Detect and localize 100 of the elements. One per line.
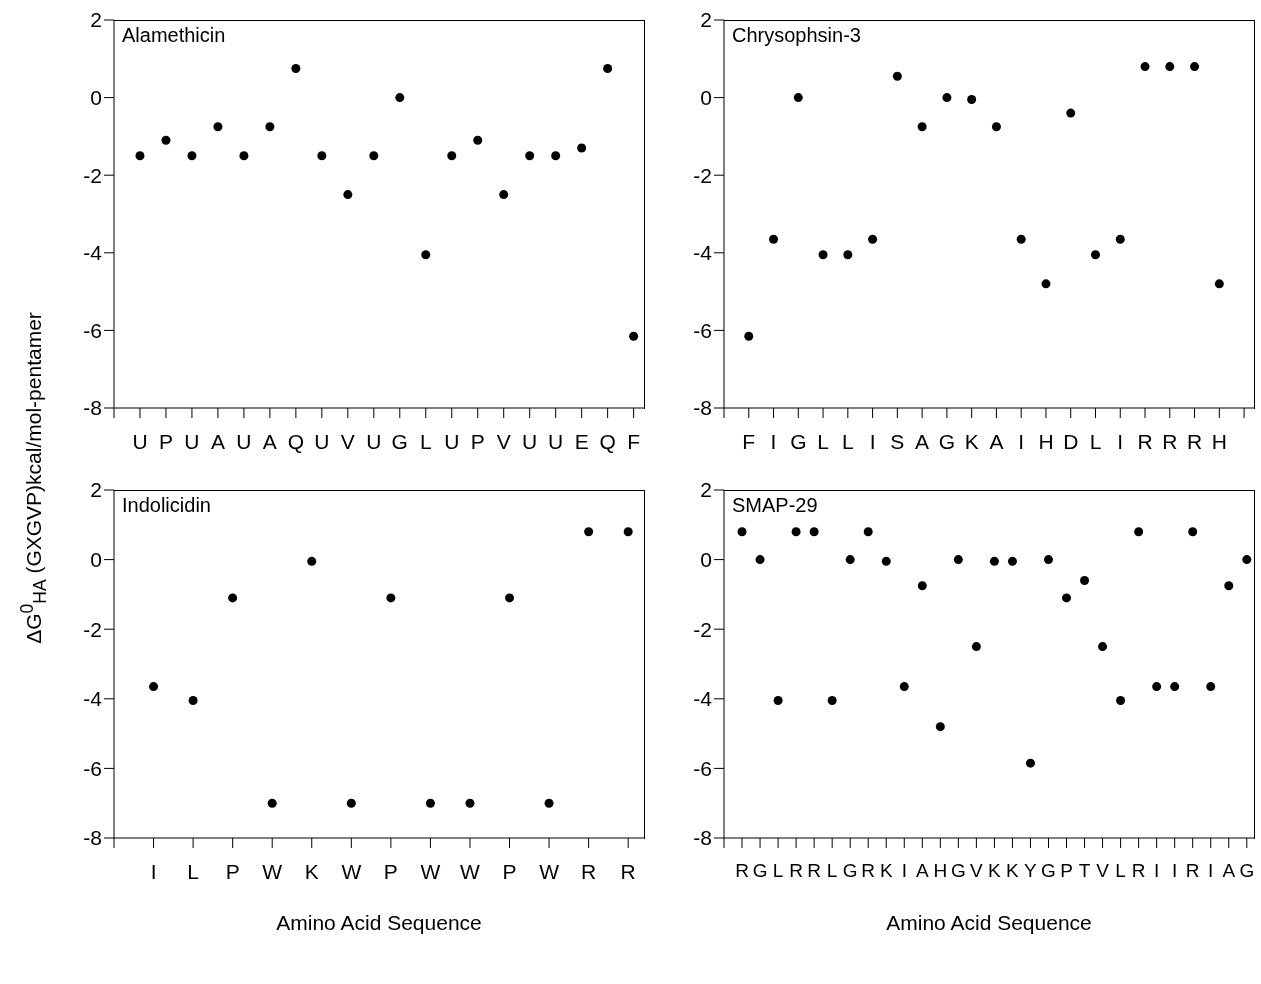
x-tick-label: G bbox=[752, 860, 768, 882]
x-tick-label: Q bbox=[599, 429, 616, 453]
point bbox=[239, 151, 249, 161]
point bbox=[369, 151, 379, 161]
x-tick-label: V bbox=[970, 860, 984, 882]
x-tick-label: I bbox=[1154, 860, 1160, 882]
point bbox=[868, 234, 878, 244]
y-tick-label: -2 bbox=[83, 617, 102, 641]
x-tick-label: E bbox=[574, 429, 589, 453]
x-tick-label: I bbox=[901, 860, 907, 882]
x-tick-label: R bbox=[1131, 860, 1146, 882]
point bbox=[1025, 758, 1035, 768]
point bbox=[603, 64, 613, 73]
point bbox=[1140, 62, 1150, 72]
x-tick-label: I bbox=[1018, 429, 1025, 453]
x-tick-label: I bbox=[1117, 429, 1124, 453]
point bbox=[317, 151, 327, 161]
x-tick-label: R bbox=[1186, 429, 1203, 453]
x-tick-label: A bbox=[262, 429, 277, 453]
point bbox=[991, 122, 1001, 132]
x-tick-label: R bbox=[620, 859, 636, 883]
point bbox=[135, 151, 145, 161]
point bbox=[1116, 696, 1126, 706]
x-tick-label: W bbox=[262, 859, 283, 883]
point bbox=[1016, 234, 1026, 244]
point bbox=[623, 527, 633, 537]
x-tick-label: G bbox=[842, 860, 858, 882]
x-tick-label: W bbox=[539, 859, 560, 883]
x-tick-label: W bbox=[420, 859, 441, 883]
y-tick-label: -8 bbox=[693, 826, 712, 850]
x-tick-label: R bbox=[789, 860, 803, 882]
point bbox=[1066, 108, 1076, 118]
y-tick-label: -8 bbox=[83, 396, 102, 420]
x-tick-label: G bbox=[950, 860, 966, 882]
y-tick-label: 2 bbox=[90, 8, 102, 32]
x-tick-label: R bbox=[1137, 429, 1153, 453]
y-tick-label: -2 bbox=[693, 163, 712, 187]
point bbox=[291, 64, 301, 73]
x-tick-label: U bbox=[522, 429, 538, 453]
point bbox=[917, 122, 927, 132]
point bbox=[525, 151, 535, 161]
x-tick-label: D bbox=[1063, 429, 1079, 453]
point bbox=[809, 527, 819, 537]
point bbox=[161, 135, 171, 145]
x-tick-label: P bbox=[470, 429, 485, 453]
point bbox=[265, 122, 275, 132]
point bbox=[1190, 62, 1200, 72]
y-tick-label: -6 bbox=[693, 318, 712, 342]
point bbox=[421, 250, 431, 260]
point bbox=[845, 555, 855, 565]
x-tick-label: A bbox=[989, 429, 1004, 453]
x-tick-label: A bbox=[915, 429, 930, 453]
x-tick-label: G bbox=[790, 429, 807, 453]
point bbox=[343, 190, 353, 200]
x-tick-label: K bbox=[304, 859, 319, 883]
y-tick-label: 0 bbox=[90, 86, 102, 110]
y-tick-label: -4 bbox=[83, 687, 103, 711]
x-tick-label: Q bbox=[287, 429, 305, 453]
point bbox=[505, 593, 515, 603]
point bbox=[863, 527, 873, 537]
point bbox=[1080, 575, 1090, 585]
point bbox=[395, 93, 405, 103]
y-tick-label: -4 bbox=[693, 687, 713, 711]
chart-title: Alamethicin bbox=[122, 24, 226, 47]
point bbox=[827, 696, 837, 706]
x-tick-label: A bbox=[915, 860, 929, 882]
x-tick-label: G bbox=[1239, 860, 1255, 882]
x-tick-label: H bbox=[1038, 429, 1054, 453]
y-tick-label: 0 bbox=[700, 86, 712, 110]
point bbox=[584, 527, 594, 537]
x-tick-label: T bbox=[1078, 860, 1091, 882]
x-tick-label: I bbox=[770, 429, 777, 453]
x-tick-label: P bbox=[383, 859, 398, 883]
x-tick-label: F bbox=[742, 429, 756, 453]
x-tick-label: G bbox=[391, 429, 408, 453]
chart-title: Indolicidin bbox=[122, 494, 211, 517]
point bbox=[791, 527, 801, 537]
y-tick-label: -4 bbox=[83, 241, 103, 265]
x-tick-label: K bbox=[964, 429, 979, 453]
x-tick-label: H bbox=[933, 860, 948, 882]
point bbox=[1041, 279, 1051, 289]
x-tick-label: R bbox=[861, 860, 876, 882]
point bbox=[551, 151, 561, 161]
y-tick-label: 2 bbox=[700, 478, 712, 502]
y-tick-label: 2 bbox=[700, 8, 712, 32]
point bbox=[755, 555, 765, 565]
x-tick-label: L bbox=[1089, 429, 1102, 453]
point bbox=[917, 581, 927, 591]
y-tick-label: -4 bbox=[693, 241, 713, 265]
point bbox=[967, 95, 977, 105]
y-tick-label: 0 bbox=[700, 548, 712, 572]
point bbox=[1043, 555, 1053, 565]
x-tick-label: U bbox=[366, 429, 382, 453]
point bbox=[386, 593, 396, 603]
point bbox=[953, 555, 963, 565]
x-tick-label: L bbox=[772, 860, 784, 882]
x-tick-label: L bbox=[187, 859, 199, 883]
point bbox=[892, 71, 902, 81]
x-tick-label: H bbox=[1211, 429, 1227, 453]
x-axis-title: Amino Acid Sequence bbox=[886, 911, 1092, 934]
